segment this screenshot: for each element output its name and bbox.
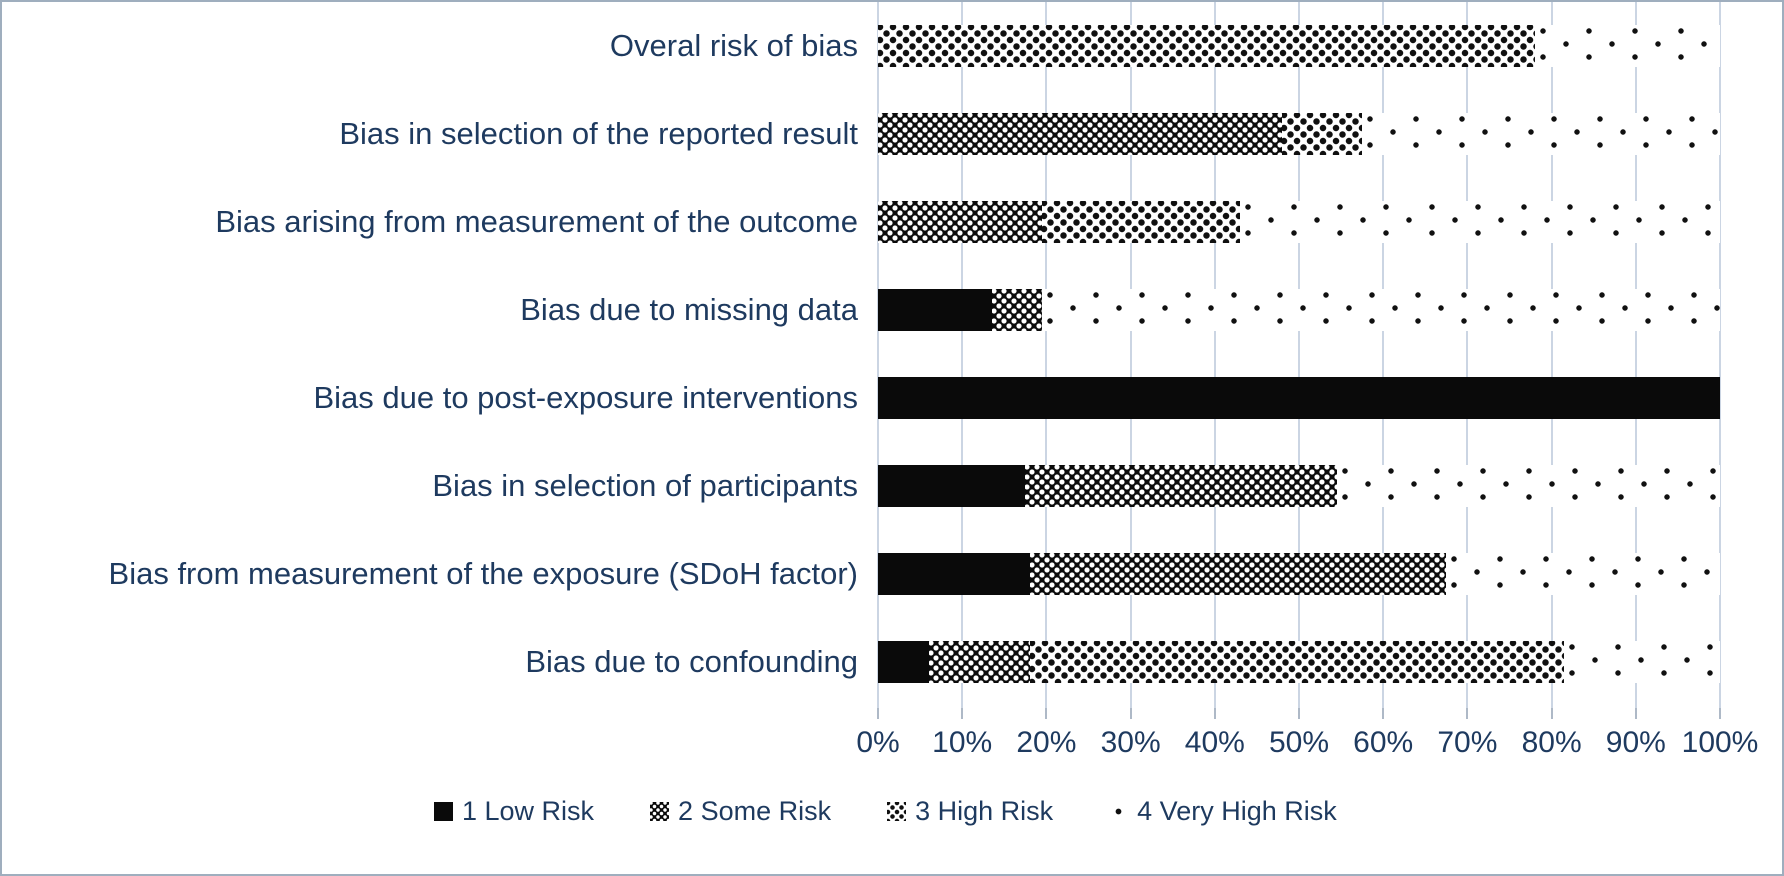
gridline	[1129, 2, 1132, 708]
chart-row: Bias due to post-exposure interventions	[2, 354, 1782, 442]
x-tick-label: 50%	[1268, 726, 1330, 759]
axis-tick	[1634, 708, 1637, 719]
chart-row: Overal risk of bias	[2, 2, 1782, 90]
category-label: Bias in selection of participants	[432, 467, 858, 503]
bar-segment-veryhigh	[1240, 201, 1720, 243]
bar-segment-some	[878, 201, 1043, 243]
x-tick-label: 10%	[932, 726, 993, 759]
bar-segment-low	[878, 377, 1720, 419]
some-risk-swatch-icon	[650, 802, 670, 821]
x-axis-labels: 0% 10% 20% 30% 40% 50% 60% 70% 80% 90% 100%	[856, 726, 1758, 766]
chart-row: Bias in selection of participants	[2, 442, 1782, 530]
chart-row: Bias in selection of the reported result	[2, 90, 1782, 178]
bar-segment-low	[878, 289, 992, 331]
bar-segment-veryhigh	[1564, 641, 1720, 683]
bar-track	[878, 113, 1720, 155]
category-label: Bias arising from measurement of the out…	[215, 203, 858, 239]
plot-gridlines	[877, 2, 1721, 708]
bar-segment-veryhigh	[1042, 289, 1720, 331]
x-tick-label: 20%	[1016, 726, 1077, 759]
bar-track	[878, 641, 1720, 683]
chart-row: Bias arising from measurement of the out…	[2, 178, 1782, 266]
very-high-risk-swatch-icon	[1109, 802, 1129, 821]
bar-segment-some	[1025, 465, 1337, 507]
bar-segment-high	[1282, 113, 1363, 155]
axis-tick	[1719, 708, 1721, 719]
x-axis-ticks	[877, 708, 1721, 720]
axis-tick	[1129, 708, 1132, 719]
axis-tick	[1550, 708, 1553, 719]
axis-tick	[1382, 708, 1385, 719]
bar-segment-high	[1042, 201, 1241, 243]
gridline	[1466, 2, 1469, 708]
category-label: Bias due to confounding	[525, 643, 858, 679]
bar-segment-some	[928, 641, 1030, 683]
bar-segment-some	[878, 113, 1283, 155]
chart-row: Bias from measurement of the exposure (S…	[2, 530, 1782, 618]
x-tick-label: 60%	[1353, 726, 1414, 759]
axis-tick	[1213, 708, 1216, 719]
x-tick-label: 90%	[1605, 726, 1666, 759]
gridline	[961, 2, 964, 708]
legend-label: 1 Low Risk	[462, 796, 595, 826]
legend-label: 4 Very High Risk	[1137, 796, 1337, 826]
legend-label: 2 Some Risk	[678, 796, 832, 826]
x-tick-label: 40%	[1184, 726, 1245, 759]
category-label: Overal risk of bias	[609, 27, 858, 63]
x-tick-label: 0%	[856, 726, 900, 759]
bar-rows: Overal risk of bias Bias in selection of…	[2, 2, 1782, 706]
bar-track	[878, 289, 1720, 331]
bar-track	[878, 377, 1720, 419]
bar-segment-some	[1029, 553, 1447, 595]
axis-tick	[1298, 708, 1300, 719]
chart-row: Bias due to missing data	[2, 266, 1782, 354]
category-label: Bias due to missing data	[520, 291, 858, 327]
bar-segment-low	[878, 553, 1030, 595]
axis-tick	[1466, 708, 1469, 719]
legend-item-some-risk: 2 Some Risk	[650, 796, 831, 827]
axis-tick	[877, 708, 879, 719]
axis-tick	[1045, 708, 1048, 719]
gridline	[1719, 2, 1721, 708]
category-label: Bias in selection of the reported result	[339, 115, 858, 151]
bar-segment-low	[878, 641, 929, 683]
bar-track	[878, 465, 1720, 507]
bar-track	[878, 25, 1720, 67]
gridline	[1382, 2, 1385, 708]
bar-segment-veryhigh	[1534, 25, 1720, 67]
category-label: Bias from measurement of the exposure (S…	[108, 555, 858, 591]
bar-segment-some	[991, 289, 1043, 331]
legend-item-low-risk: 1 Low Risk	[434, 796, 594, 827]
gridline	[1213, 2, 1216, 708]
x-tick-label: 80%	[1521, 726, 1582, 759]
category-label: Bias due to post-exposure interventions	[313, 379, 858, 415]
gridline	[1550, 2, 1553, 708]
gridline	[1634, 2, 1637, 708]
bar-segment-high	[878, 25, 1535, 67]
x-tick-label: 100%	[1681, 726, 1759, 759]
bar-track	[878, 201, 1720, 243]
gridline	[1298, 2, 1300, 708]
bar-segment-low	[878, 465, 1026, 507]
axis-tick	[961, 708, 964, 719]
gridline	[1045, 2, 1048, 708]
gridline	[877, 2, 879, 708]
legend-label: 3 High Risk	[915, 796, 1054, 826]
legend-item-high-risk: 3 High Risk	[887, 796, 1053, 827]
bar-segment-high	[1029, 641, 1565, 683]
bar-segment-veryhigh	[1336, 465, 1720, 507]
bar-segment-veryhigh	[1446, 553, 1720, 595]
high-risk-swatch-icon	[887, 802, 907, 821]
low-risk-swatch-icon	[434, 802, 453, 821]
legend-item-very-high-risk: 4 Very High Risk	[1109, 796, 1337, 827]
x-tick-label: 30%	[1100, 726, 1161, 759]
chart-legend: 1 Low Risk 2 Some Risk 3 High Risk 4 Ver…	[434, 796, 1337, 827]
x-tick-label: 70%	[1437, 726, 1498, 759]
bar-track	[878, 553, 1720, 595]
chart-row: Bias due to confounding	[2, 618, 1782, 706]
bar-segment-veryhigh	[1362, 113, 1720, 155]
